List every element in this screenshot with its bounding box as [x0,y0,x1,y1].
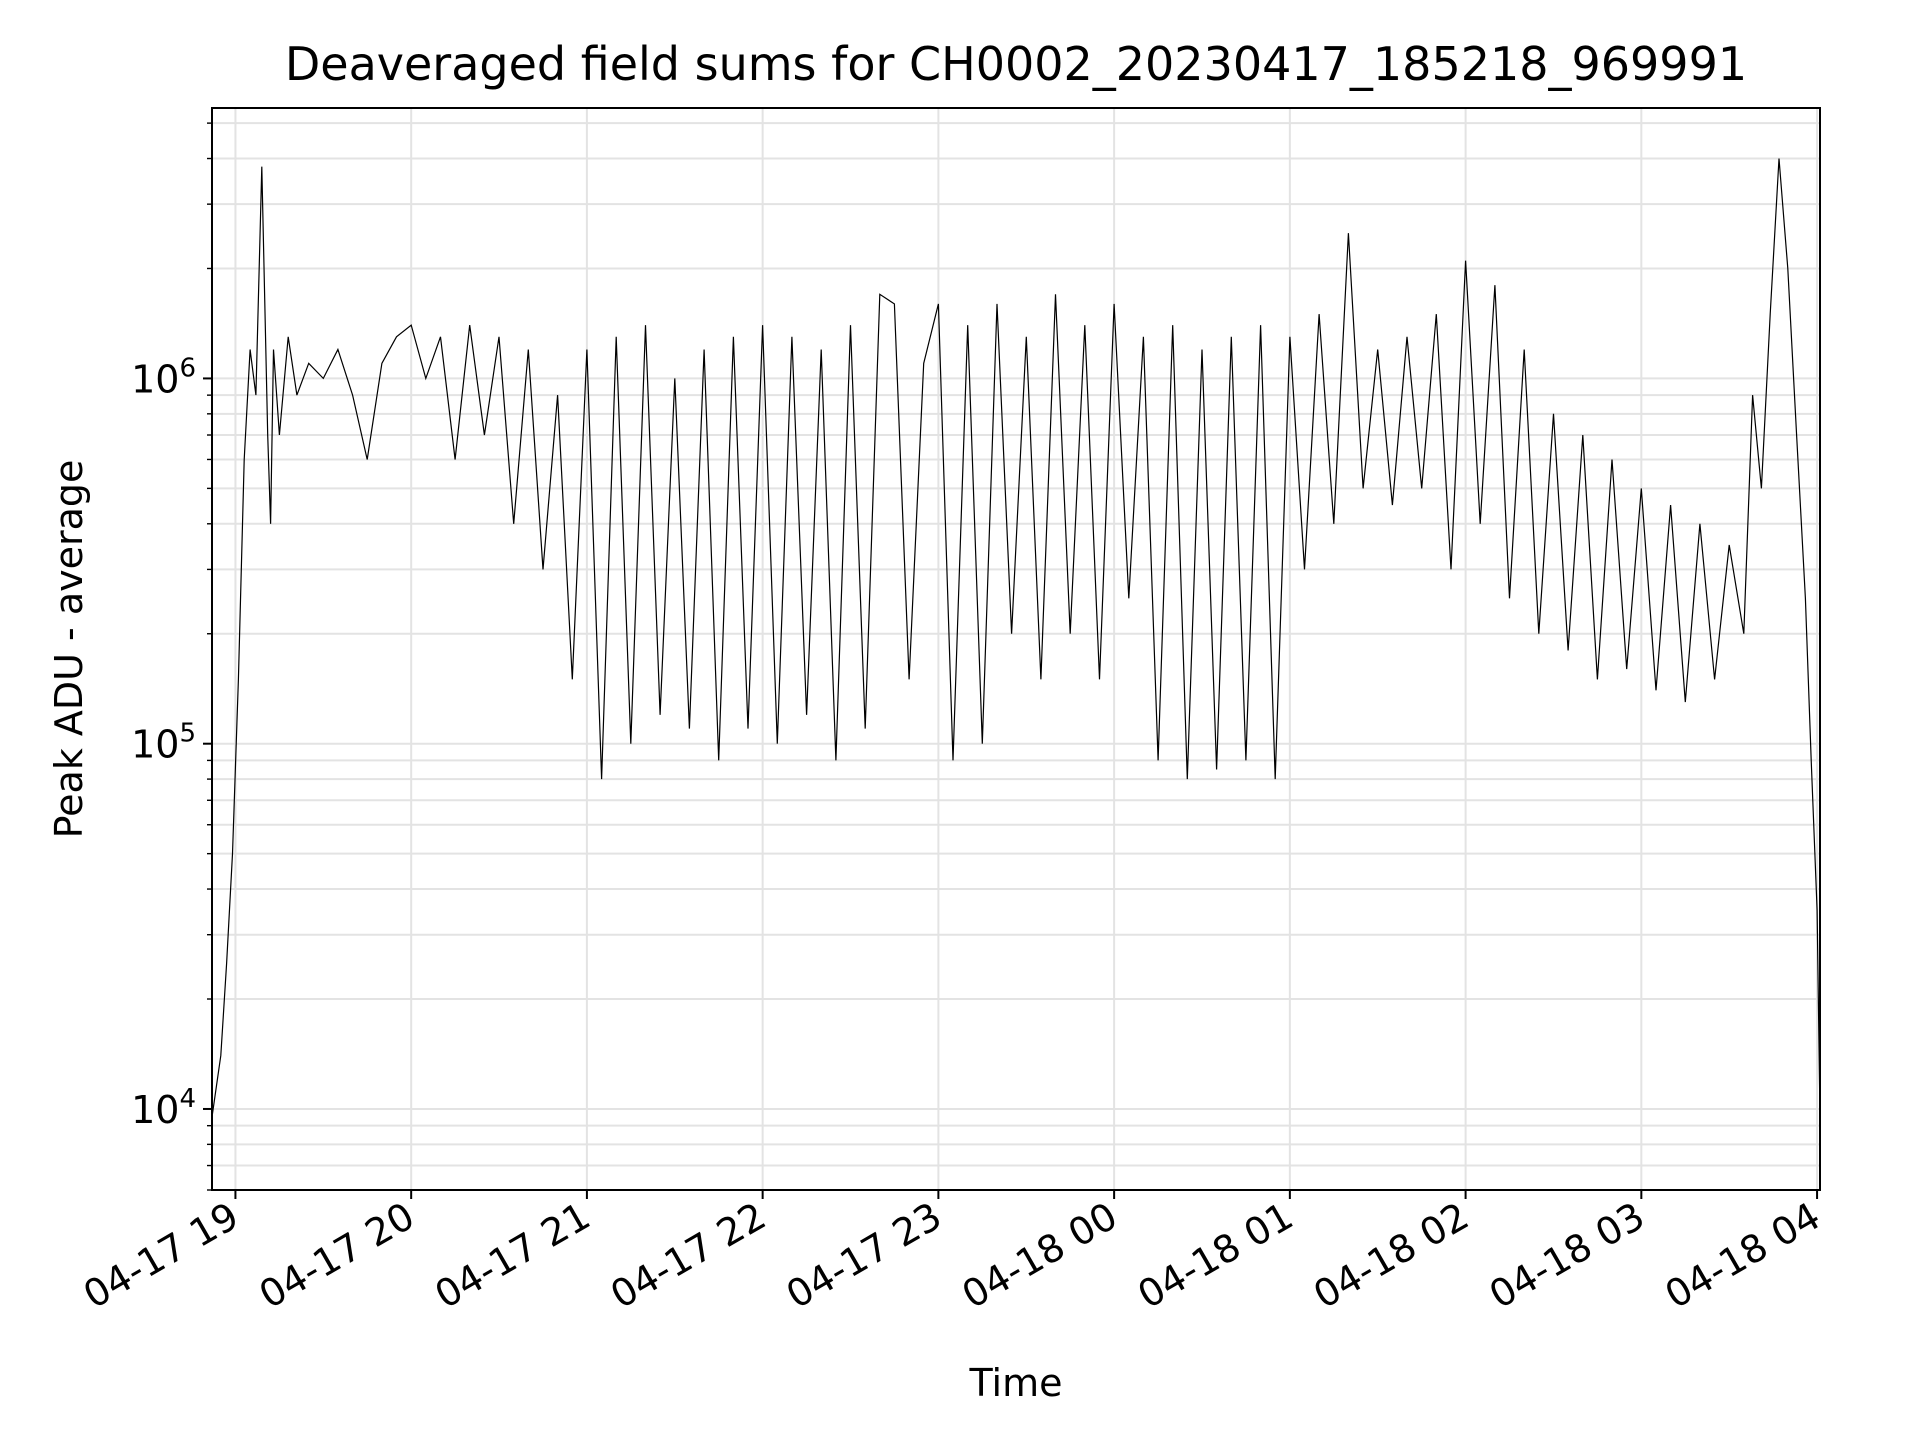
grid [212,108,1820,1191]
series-layer [211,158,1821,1118]
y-tick-label-base: 10 [131,357,179,401]
x-axis-label: Time [969,1361,1063,1405]
x-tick-label: 04-17 20 [252,1194,422,1318]
chart-title: Deaveraged field sums for CH0002_2023041… [285,37,1747,91]
x-tick-label: 04-18 00 [955,1194,1125,1318]
x-tick-label: 04-17 19 [76,1194,246,1318]
y-tick-label: 106 [131,353,196,401]
y-tick-label: 105 [131,719,196,767]
y-tick-label-base: 10 [131,1088,179,1132]
y-tick-label: 104 [131,1084,196,1132]
y-tick-label-exponent: 5 [179,719,196,749]
x-tick-label: 04-17 23 [779,1194,949,1318]
x-tick-label: 04-17 21 [427,1194,597,1318]
x-tick-label: 04-18 02 [1306,1194,1476,1318]
x-tick-label: 04-18 01 [1130,1194,1300,1318]
y-tick-label-exponent: 4 [179,1084,196,1114]
x-tick-label: 04-18 03 [1482,1194,1652,1318]
series-line-peak-adu [211,158,1821,1118]
x-tick-label: 04-18 04 [1658,1194,1828,1318]
x-tick-label: 04-17 22 [603,1194,773,1318]
x-axis: 04-17 19 04-17 20 04-17 21 04-17 22 04-17 23… [76,1190,1828,1317]
y-tick-label-base: 10 [131,723,179,767]
y-axis-label: Peak ADU - average [47,460,91,839]
plot-area-frame [211,107,1821,1191]
y-tick-label-exponent: 6 [179,353,196,383]
